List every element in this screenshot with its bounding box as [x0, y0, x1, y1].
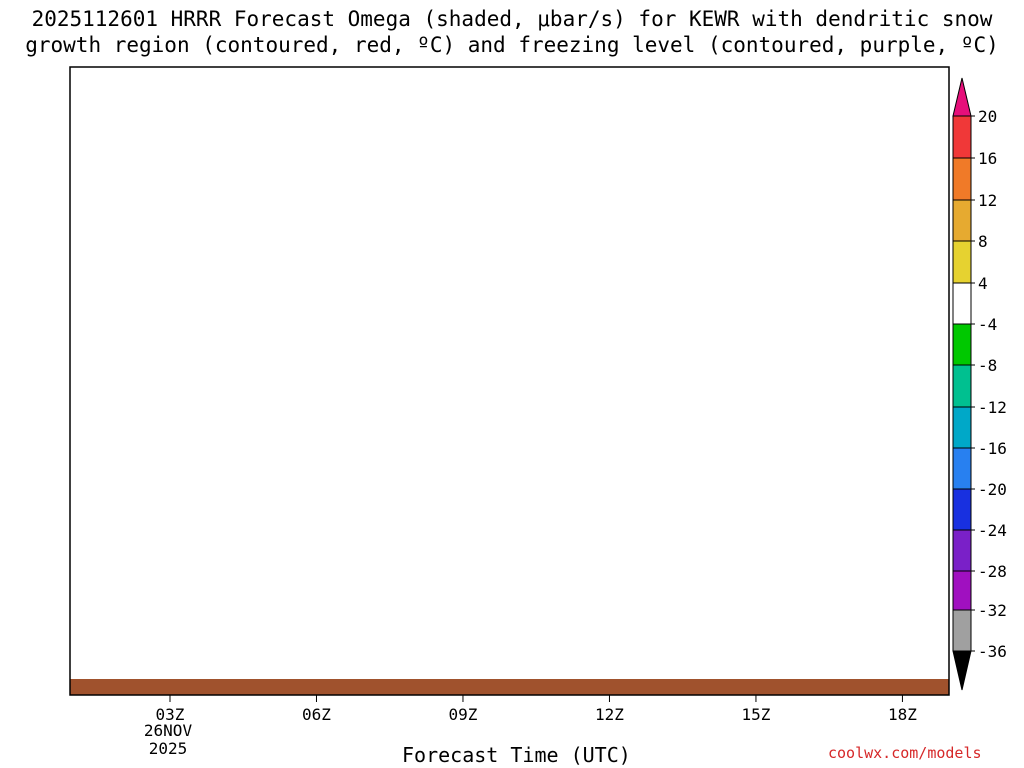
ground-surface	[70, 679, 949, 695]
xtick-label-03Z: 03Z	[156, 705, 185, 724]
colorbar-label-5: -4	[978, 315, 997, 334]
colorbar-bin-3	[952, 240, 972, 284]
colorbar-label-13: -36	[978, 642, 1007, 661]
colorbar-label-7: -12	[978, 398, 1007, 417]
x-date-label-year: 2025	[148, 739, 188, 758]
colorbar-bin-9	[952, 488, 972, 531]
colorbar-bin-12	[952, 609, 972, 652]
colorbar-bin-7	[952, 406, 972, 449]
colorbar-bin-4	[952, 282, 972, 325]
colorbar-label-12: -32	[978, 601, 1007, 620]
colorbar-top-arrow	[952, 77, 972, 117]
colorbar-label-3: 8	[978, 232, 988, 251]
colorbar-label-9: -20	[978, 480, 1007, 499]
xtick-label-09Z: 09Z	[449, 705, 478, 724]
time-axis: 03Z 06Z 09Z 12Z 15Z 18Z	[156, 695, 917, 724]
plot-frame	[69, 66, 950, 696]
colorbar-bin-11	[952, 570, 972, 611]
colorbar-label-6: -8	[978, 356, 997, 375]
xtick-label-18Z: 18Z	[888, 705, 917, 724]
x-date-label-day: 26NOV	[143, 721, 193, 740]
colorbar-bin-10	[952, 529, 972, 572]
colorbar-label-1: 16	[978, 149, 997, 168]
colorbar-label-8: -16	[978, 439, 1007, 458]
colorbar-label-4: 4	[978, 274, 988, 293]
colorbar-label-11: -28	[978, 562, 1007, 581]
colorbar-bin-8	[952, 447, 972, 490]
colorbar-bin-5	[952, 323, 972, 366]
xtick-label-15Z: 15Z	[741, 705, 770, 724]
colorbar-bin-2	[952, 199, 972, 242]
colorbar-label-2: 12	[978, 191, 997, 210]
xtick-label-06Z: 06Z	[302, 705, 331, 724]
source-credit: coolwx.com/models	[828, 744, 982, 762]
colorbar-bin-1	[952, 157, 972, 201]
colorbar-label-10: -24	[978, 521, 1007, 540]
colorbar-label-0: 20	[978, 107, 997, 126]
colorbar-bottom-arrow	[952, 650, 972, 691]
colorbar-bin-0	[952, 115, 972, 159]
x-axis-title: Forecast Time (UTC)	[402, 743, 631, 767]
xtick-label-12Z: 12Z	[595, 705, 624, 724]
colorbar-bin-6	[952, 364, 972, 408]
omega-colorbar: 20 16 12 8 4 -4 -8 -12 -16 -20 -24 -28 -32 -36	[952, 77, 1007, 691]
chart-title-line1: 2025112601 HRRR Forecast Omega (shaded, …	[31, 7, 993, 31]
chart-title-line2: growth region (contoured, red, ºC) and f…	[25, 33, 999, 57]
